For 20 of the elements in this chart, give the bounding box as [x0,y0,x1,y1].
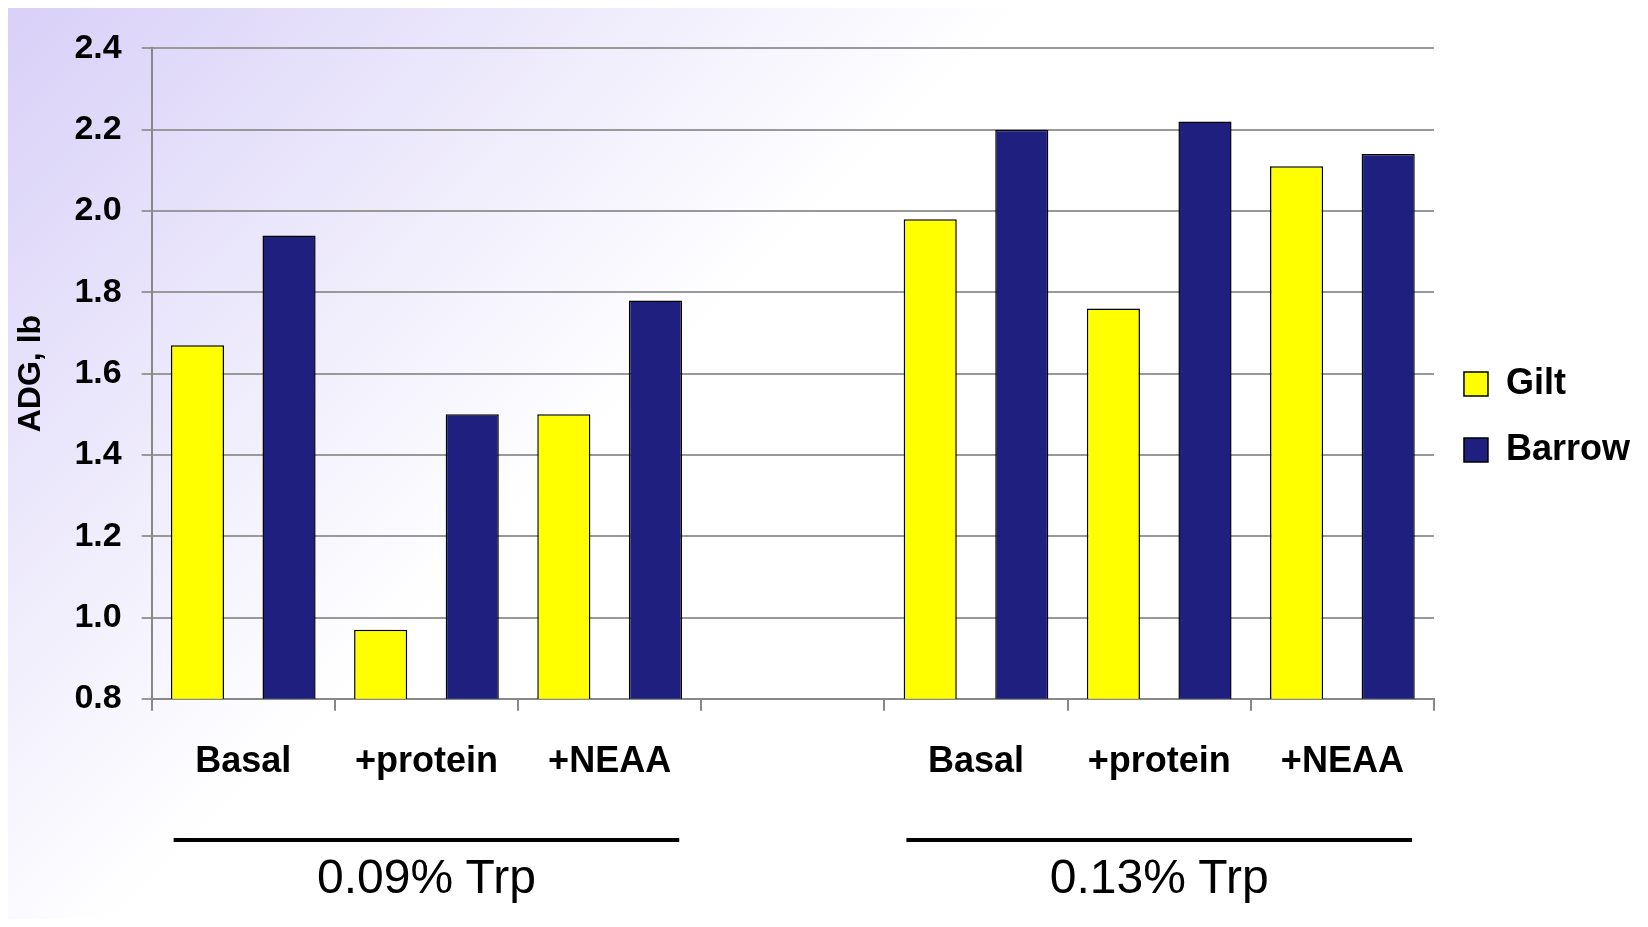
y-tick-label: 1.6 [74,351,122,390]
y-tick-label: 1.2 [74,514,122,553]
legend-label: Barrow [1505,426,1631,468]
x-tick-label: Basal [195,739,292,781]
y-tick-label: 2.4 [74,26,122,65]
x-tick-label: +NEAA [548,739,672,781]
y-axis-title: ADG, lb [11,314,48,433]
text: 0.09% Trp [317,850,536,904]
y-tick-label: 1.4 [74,433,122,472]
y-tick-label: 2.0 [74,189,122,228]
legend-label: Gilt [1505,360,1566,402]
y-tick-label: 1.8 [74,270,122,309]
x-tick-label: +NEAA [1280,739,1404,781]
x-tick-label: +protein [354,739,498,781]
y-tick-label: 2.2 [74,108,122,147]
y-tick-label: 0.8 [74,677,122,716]
x-tick-label: +protein [1087,739,1231,781]
x-tick-label: Basal [927,739,1025,781]
y-tick-label: 1.0 [74,595,122,634]
text: 0.13% Trp [1049,850,1269,904]
